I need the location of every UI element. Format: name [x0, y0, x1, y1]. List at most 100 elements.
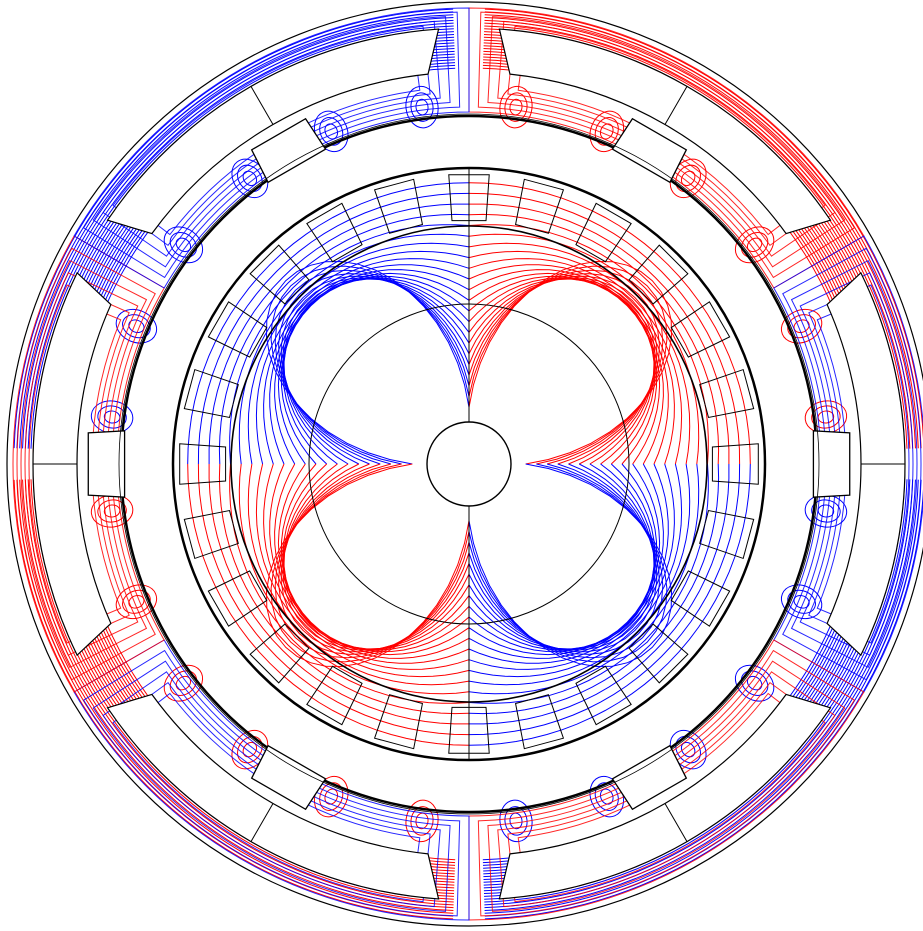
stator-slot: [250, 117, 327, 184]
flux-line-stator-window-loop: [102, 20, 441, 257]
rotor-slot: [670, 570, 731, 627]
flux-line-rotor-bottom-left: [282, 463, 470, 651]
flux-line-stator-window-loop: [92, 16, 451, 268]
flux-line-airgap-lobe: [169, 670, 198, 696]
flux-line-rotor-bottom-left: [283, 463, 470, 650]
flux-line-airgap-lobe: [740, 232, 769, 258]
flux-line-rotor-bottom-left: [269, 463, 470, 664]
flux-line-airgap-lobe: [594, 117, 619, 146]
flux-line-airgap-lobe: [319, 782, 344, 811]
flux-line-yoke-bottom-right: [484, 479, 908, 903]
flux-line-rotor-top-right: [468, 264, 669, 465]
flux-line-yoke-top-right: [484, 8, 923, 441]
flux-line-stator-window-loop: [477, 11, 856, 279]
flux-line-stator-window-loop: [477, 649, 856, 917]
flux-line-airgap-lobe: [97, 405, 127, 429]
flux-line-stator-window-loop: [82, 649, 461, 917]
stator-pole-window: [498, 693, 832, 900]
flux-line-yoke-bottom-right: [484, 479, 911, 906]
flux-line-rotor-bottom-right: [468, 463, 669, 664]
flux-line-airgap-lobe: [675, 735, 701, 764]
flux-line-stator-window-loop: [112, 25, 431, 247]
flux-line-yoke-top-left: [30, 25, 454, 449]
flux-line-stator-window-loop: [468, 7, 865, 289]
stator-slot: [250, 744, 327, 811]
flux-line-rotor-top-left: [277, 272, 470, 465]
flux-line-stator-window-loop: [799, 272, 914, 656]
flux-line-rotor-bottom-right: [468, 463, 664, 659]
flux-line-airgap-lobe: [122, 589, 151, 614]
rotor-slot: [699, 368, 755, 419]
flux-line-yoke-bottom-right: [484, 479, 919, 914]
flux-line-rotor-top-left: [274, 269, 470, 465]
rotor-slot: [670, 301, 731, 358]
flux-line-rotor-bottom-right: [469, 464, 730, 725]
rotor-slot: [575, 665, 632, 726]
window-divider: [664, 803, 688, 842]
flux-line-stator-window-loop: [112, 681, 431, 903]
flux-line-airgap-lobe: [504, 806, 528, 836]
flux-line-rotor-top-right: [468, 277, 656, 465]
flux-line-rotor-top-left: [218, 213, 470, 465]
flux-line-airgap-lobe: [787, 314, 816, 339]
rotor-slot: [183, 368, 239, 419]
flux-line-rotor-bottom-right: [468, 463, 658, 653]
flux-line-yoke-bottom-left: [27, 479, 454, 906]
flux-line-stator-window-loop: [16, 247, 156, 681]
flux-line-rotor-bottom-right: [468, 463, 675, 670]
flux-line-rotor-top-right: [468, 213, 720, 465]
flux-line-rotor-top-left: [255, 250, 470, 465]
shaft: [426, 421, 512, 507]
flux-line-stator-window-loop: [497, 671, 836, 908]
window-divider: [250, 86, 274, 125]
flux-line-rotor-bottom-left: [255, 463, 470, 678]
flux-line-rotor-top-right: [468, 265, 668, 465]
flux-line-stator-window-loop: [28, 284, 130, 644]
flux-line-rotor-top-right: [468, 278, 655, 465]
rotor-slot: [207, 570, 268, 627]
flux-line-airgap-lobe: [410, 806, 434, 836]
flux-line-rotor-top-left: [282, 277, 470, 465]
flux-line-rotor-top-right: [468, 258, 675, 465]
flux-line-airgap-lobe: [237, 735, 263, 764]
flux-line-rotor-top-right: [468, 260, 673, 465]
stator-slot: [812, 430, 851, 498]
flux-line-rotor-top-left: [197, 192, 470, 465]
flux-line-airgap-lobe: [169, 232, 198, 258]
rotor-slot: [373, 178, 424, 234]
rotor-slot: [179, 443, 227, 485]
window-divider: [250, 803, 274, 842]
rotor-slot: [575, 202, 632, 263]
flux-line-rotor-top-right: [468, 272, 661, 465]
rotor-slot: [448, 706, 490, 754]
stator-tooth-ring: [118, 113, 820, 815]
flux-line-rotor-top-right: [468, 269, 664, 465]
rotor-slot: [514, 178, 565, 234]
flux-line-rotor-bottom-left: [274, 463, 470, 659]
flux-line-yoke-bottom-right: [484, 487, 923, 920]
flux-line-rotor-top-right: [468, 250, 683, 465]
flux-line-airgap-lobe: [811, 405, 841, 429]
flux-line-rotor-top-right: [468, 278, 655, 465]
flux-line-rotor-bottom-left: [277, 463, 470, 656]
flux-line-rotor-bottom-right: [468, 463, 751, 746]
flux-line-rotor-top-right: [468, 273, 660, 465]
flux-line-airgap-lobe: [237, 164, 263, 193]
flux-line-rotor-top-left: [274, 269, 470, 465]
flux-line-rotor-bottom-left: [278, 463, 470, 655]
flux-line-rotor-top-left: [283, 278, 470, 465]
flux-line-airgap-lobe: [787, 589, 816, 614]
flux-line-rotor-bottom-left: [270, 463, 470, 663]
flux-line-stator-window-loop: [468, 639, 865, 921]
flux-line-yoke-top-right: [484, 22, 911, 449]
flux-line-airgap-lobe: [740, 670, 769, 696]
flux-line-stator-window-loop: [82, 11, 461, 279]
rotor-slot: [249, 244, 310, 305]
flux-line-rotor-bottom-left: [283, 463, 470, 650]
flux-line-stator-window-loop: [12, 235, 165, 693]
rotor-slot: [306, 665, 363, 726]
machine-geometry: [6, 1, 923, 927]
flux-line-stator-window-loop: [73, 7, 470, 289]
flux-line-rotor-bottom-right: [468, 463, 661, 656]
flux-line-rotor-bottom-right: [468, 463, 660, 655]
